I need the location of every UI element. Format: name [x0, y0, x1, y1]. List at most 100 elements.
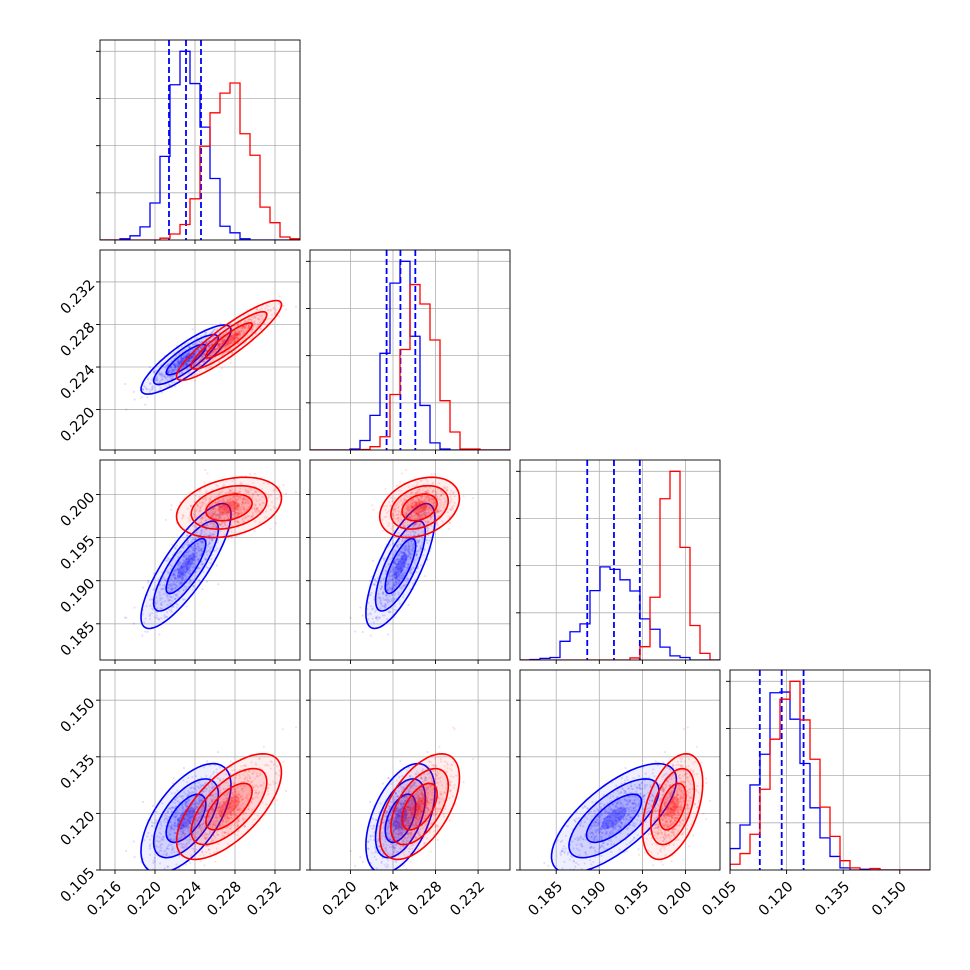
sample-point: [210, 351, 213, 354]
sample-point: [210, 343, 213, 346]
sample-point: [256, 317, 260, 320]
sample-point: [246, 320, 249, 323]
sample-point: [205, 367, 208, 370]
sample-point: [205, 551, 208, 554]
sample-point: [198, 358, 201, 361]
sample-point: [194, 342, 197, 345]
sample-point: [171, 377, 174, 380]
sample-point: [234, 333, 238, 336]
sample-point: [238, 335, 242, 338]
sample-point: [189, 550, 192, 553]
sample-point: [232, 337, 235, 340]
sample-point: [192, 363, 195, 366]
sample-point: [227, 337, 230, 340]
sample-point: [189, 557, 192, 561]
sample-point: [199, 346, 202, 349]
sample-point: [236, 336, 239, 339]
sample-point: [152, 369, 156, 372]
sample-point: [208, 365, 211, 368]
sample-point: [187, 359, 191, 362]
sample-point: [221, 342, 224, 345]
sample-point: [201, 541, 204, 544]
sample-point: [272, 307, 275, 310]
sample-point: [191, 343, 195, 346]
sample-point: [228, 333, 231, 336]
sample-point: [184, 587, 188, 590]
sample-point: [210, 357, 214, 361]
sample-point: [179, 572, 183, 575]
sample-point: [235, 332, 239, 335]
sample-point: [173, 385, 177, 388]
sample-point: [173, 362, 176, 366]
sample-point: [361, 614, 364, 617]
sample-point: [267, 317, 270, 320]
sample-point: [238, 333, 241, 336]
sample-point: [156, 600, 159, 603]
sample-point: [260, 307, 263, 310]
sample-point: [244, 325, 247, 328]
sample-point: [209, 343, 213, 347]
sample-point: [185, 557, 188, 560]
sample-point: [225, 345, 228, 348]
sample-point: [203, 357, 206, 360]
sample-point: [225, 339, 228, 342]
sample-point: [205, 566, 208, 569]
panel-scatter-4-1: [96, 669, 301, 874]
histogram-series-1: [310, 260, 510, 450]
sample-point: [185, 534, 189, 537]
sample-point: [184, 578, 187, 581]
sample-point: [263, 322, 266, 325]
sample-point: [212, 348, 215, 351]
sample-point: [185, 355, 188, 358]
sample-point: [195, 361, 198, 364]
sample-point: [150, 607, 154, 610]
sample-point: [192, 553, 195, 556]
sample-point: [179, 574, 182, 577]
sample-point: [169, 366, 172, 369]
sample-point: [209, 541, 212, 544]
sample-point: [199, 531, 202, 535]
sample-point: [170, 587, 173, 591]
sample-point: [124, 616, 127, 619]
sample-point: [196, 364, 199, 367]
sample-point: [231, 339, 234, 342]
sample-point: [182, 365, 185, 368]
sample-point: [181, 572, 184, 575]
sample-point: [267, 305, 270, 308]
sample-point: [400, 472, 404, 475]
sample-point: [196, 350, 200, 353]
sample-point: [183, 586, 186, 589]
sample-point: [200, 547, 203, 551]
sample-point: [235, 535, 238, 538]
sample-point: [191, 328, 194, 331]
sample-point: [188, 582, 191, 585]
sample-point: [183, 365, 186, 368]
sample-point: [186, 550, 189, 553]
sample-point: [234, 333, 237, 336]
sample-point: [180, 360, 183, 363]
sample-point: [194, 352, 197, 355]
sample-point: [210, 351, 213, 354]
sample-point: [194, 351, 197, 354]
sample-point: [175, 584, 178, 587]
sample-point: [180, 571, 183, 574]
sample-point: [197, 348, 200, 352]
sample-point: [239, 330, 242, 333]
sample-point: [178, 570, 181, 574]
sample-point: [176, 555, 180, 559]
sample-point: [152, 608, 155, 611]
series-2-density: [371, 468, 475, 542]
sample-point: [224, 345, 227, 349]
sample-point: [233, 340, 236, 343]
sample-point: [207, 534, 210, 537]
sample-point: [185, 551, 188, 554]
sample-point: [213, 328, 216, 331]
sample-point: [171, 582, 174, 586]
sample-point: [294, 491, 298, 494]
sample-point: [197, 548, 200, 551]
sample-point: [228, 338, 231, 341]
sample-point: [433, 472, 436, 475]
sample-point: [180, 566, 184, 569]
sample-point: [173, 363, 176, 366]
sample-point: [233, 330, 236, 333]
